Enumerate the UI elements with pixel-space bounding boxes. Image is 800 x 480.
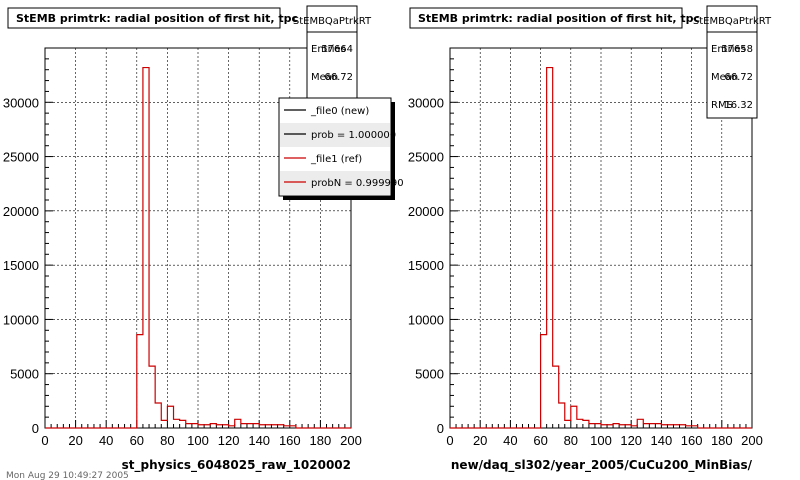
footer-timestamp: Mon Aug 29 10:49:27 2005 — [6, 471, 129, 480]
x-tick-label: 60 — [130, 433, 144, 448]
y-tick-label: 15000 — [408, 258, 444, 273]
title-box — [409, 7, 683, 29]
y-tick-label: 25000 — [3, 150, 39, 165]
y-tick-label: 25000 — [408, 150, 444, 165]
stats-value: 16.32 — [724, 100, 753, 111]
x-axis-title: new/daq_sl302/year_2005/CuCu200_MinBias/ — [451, 458, 753, 473]
y-tick-label: 10000 — [3, 312, 39, 327]
x-tick-label: 100 — [590, 433, 612, 448]
stats-label: RMS — [711, 100, 733, 111]
x-tick-label: 40 — [99, 433, 113, 448]
y-tick-label: 15000 — [3, 258, 39, 273]
histogram-series-1 — [45, 66, 351, 429]
x-tick-label: 120 — [218, 433, 240, 448]
chart-panel-2: 0 20 40 60 80 100 120 140 160 180 200 0 5000 10000 150… — [408, 5, 772, 473]
x-tick-label: 80 — [160, 433, 174, 448]
stats-name: StEMBQaPtrkRT — [693, 16, 772, 27]
stats-label: Entries — [711, 44, 746, 55]
legend-label: prob = 1.000000 — [311, 130, 396, 141]
stats-name: StEMBQaPtrkRT — [293, 16, 372, 27]
x-tick-label: 160 — [279, 433, 301, 448]
legend-row-bg — [280, 171, 390, 195]
x-tick-label: 0 — [446, 433, 453, 448]
y-tick-label: 20000 — [3, 204, 39, 219]
x-tick-label: 40 — [503, 433, 517, 448]
x-tick-label: 80 — [564, 433, 578, 448]
legend-label: _file0 (new) — [310, 106, 369, 117]
x-tick-label: 140 — [248, 433, 270, 448]
legend-row-bg — [280, 123, 390, 147]
x-tick-label: 120 — [620, 433, 642, 448]
legend-label: probN = 0.999990 — [311, 178, 404, 189]
x-tick-label: 20 — [473, 433, 487, 448]
stats-value: 57658 — [721, 44, 753, 55]
x-tick-label: 200 — [340, 433, 362, 448]
x-tick-label: 200 — [741, 433, 763, 448]
y-tick-label: 20000 — [408, 204, 444, 219]
stats-value: 66.72 — [324, 72, 353, 83]
x-axis-title: st_physics_6048025_raw_1020002 — [122, 458, 351, 473]
stats-label: Mean — [711, 72, 738, 83]
chart-title: StEMB primtrk: radial position of first … — [418, 12, 700, 25]
y-tick-label: 5000 — [415, 367, 444, 382]
x-tick-label: 180 — [711, 433, 733, 448]
histogram-series-1 — [450, 66, 752, 429]
stats-box — [706, 5, 758, 119]
x-tick-label: 160 — [681, 433, 703, 448]
y-tick-label: 0 — [437, 421, 444, 436]
stats-label: Entries — [311, 44, 346, 55]
legend-label: _file1 (ref) — [310, 154, 362, 165]
x-tick-label: 60 — [533, 433, 547, 448]
chart-panel-1: 0 20 40 60 80 100 120 140 160 180 200 0 5000 10000 150… — [3, 5, 404, 473]
chart-title: StEMB primtrk: radial position of first … — [16, 12, 298, 25]
stats-value: 57664 — [321, 44, 353, 55]
y-tick-label: 30000 — [3, 95, 39, 110]
y-tick-label: 10000 — [408, 312, 444, 327]
y-tick-label: 30000 — [408, 95, 444, 110]
stats-value: 66.72 — [724, 72, 753, 83]
x-tick-label: 140 — [651, 433, 673, 448]
x-tick-label: 180 — [310, 433, 332, 448]
stats-label: Mean — [311, 72, 338, 83]
y-tick-label: 0 — [32, 421, 39, 436]
x-tick-label: 20 — [68, 433, 82, 448]
y-tick-label: 5000 — [10, 367, 39, 382]
x-tick-label: 0 — [41, 433, 48, 448]
x-tick-label: 100 — [187, 433, 209, 448]
title-box — [7, 7, 281, 29]
